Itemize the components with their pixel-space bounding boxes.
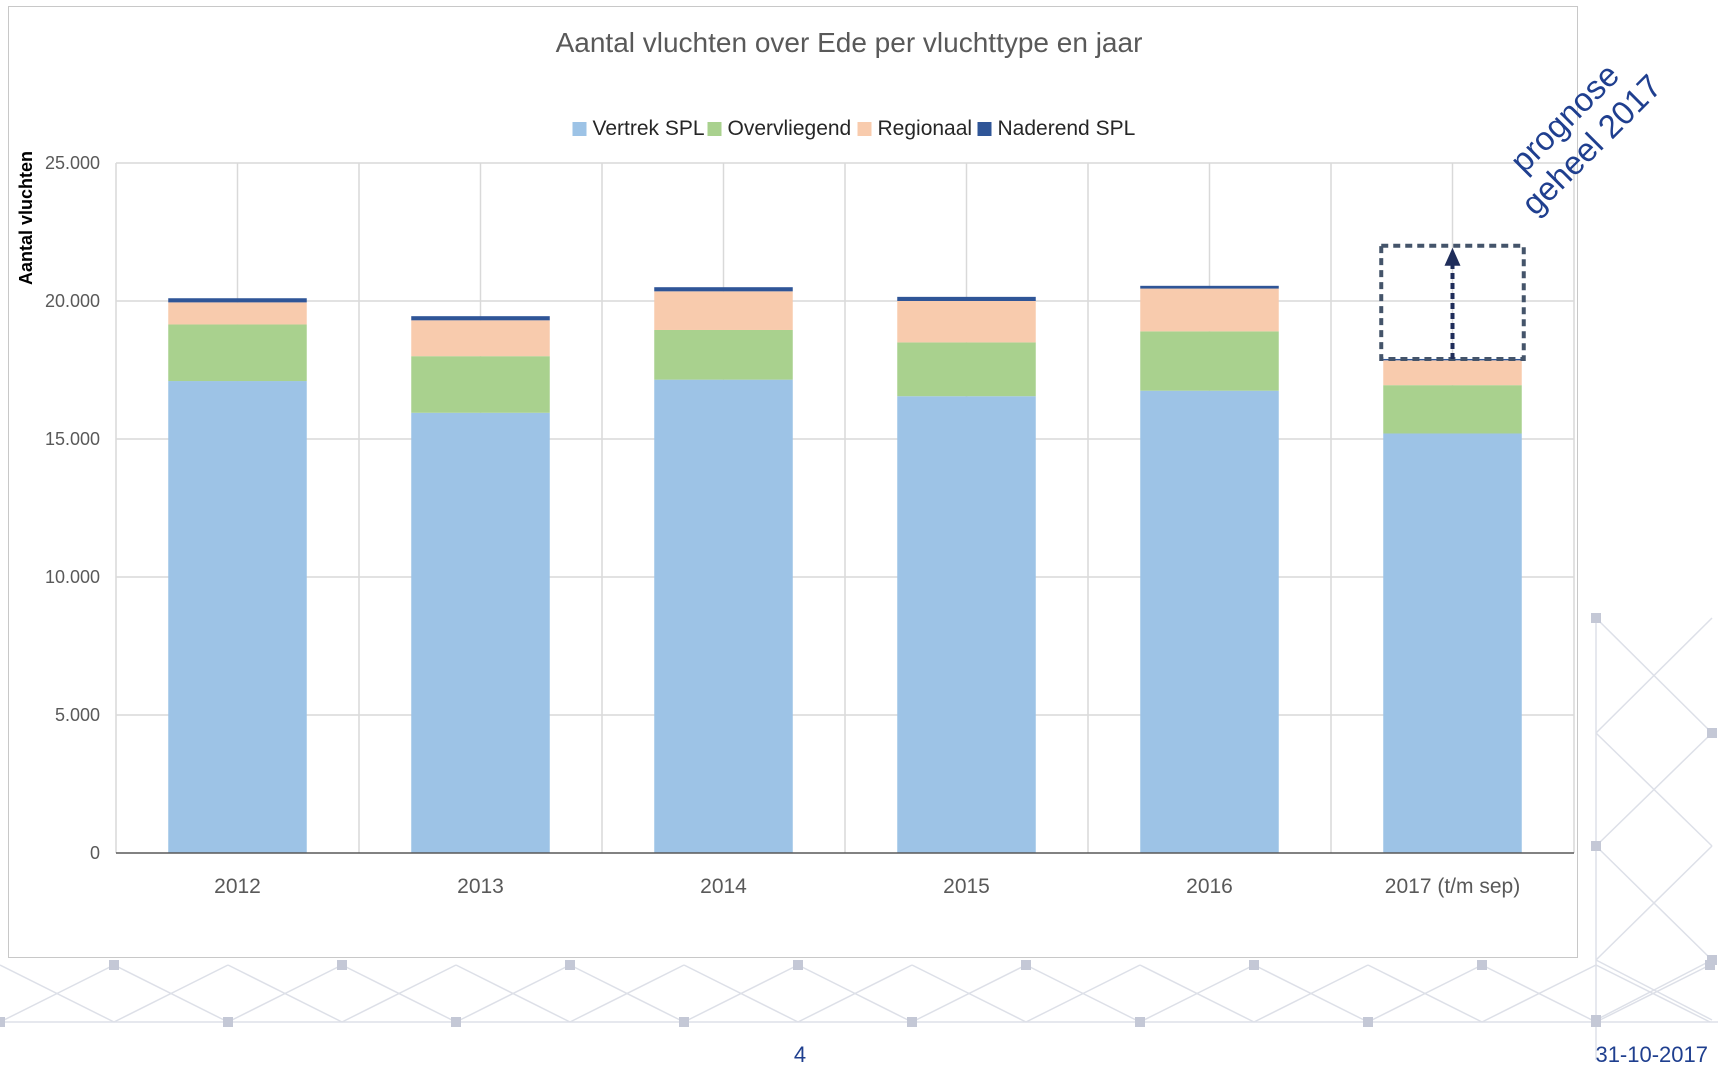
lattice-line	[911, 964, 1027, 1023]
bar-segment	[1383, 360, 1522, 386]
bar-segment	[897, 301, 1036, 343]
bar-segment	[411, 412, 550, 853]
legend-label: Naderend SPL	[998, 117, 1136, 140]
lattice-node	[793, 960, 803, 970]
bar-segment	[1383, 433, 1522, 853]
bar-segment	[1140, 390, 1279, 853]
lattice-node	[1591, 841, 1601, 851]
bar-segment	[411, 320, 550, 357]
lattice-line	[0, 964, 115, 1023]
legend-swatch	[572, 122, 587, 136]
page-number: 4	[793, 1042, 807, 1067]
x-tick-label: 2015	[943, 875, 990, 898]
lattice-line	[455, 964, 571, 1023]
lattice-line	[1253, 964, 1369, 1023]
y-tick-label: 20.000	[45, 291, 100, 311]
lattice-node	[1591, 613, 1601, 623]
legend-label: Vertrek SPL	[593, 117, 705, 140]
y-tick-label: 10.000	[45, 567, 100, 587]
bar-segment	[897, 396, 1036, 853]
x-tick-label: 2012	[214, 875, 261, 898]
lattice-node	[0, 1017, 5, 1027]
legend-swatch	[977, 122, 992, 136]
lattice-node	[907, 1017, 917, 1027]
lattice-node	[1477, 960, 1487, 970]
lattice-node	[1707, 728, 1717, 738]
lattice-line	[1595, 845, 1713, 961]
x-tick-label: 2017 (t/m sep)	[1385, 875, 1520, 898]
x-tick-label: 2014	[700, 875, 747, 898]
lattice-line	[227, 964, 343, 1023]
legend-label: Overvliegend	[728, 117, 852, 140]
chart-title: Aantal vluchten over Ede per vluchttype …	[556, 27, 1143, 58]
forecast-box	[1379, 243, 1526, 361]
y-tick-label: 0	[90, 843, 100, 863]
lattice-line	[1595, 959, 1713, 1021]
lattice-line	[1481, 964, 1597, 1023]
bar-segment	[168, 381, 307, 853]
lattice-node	[1249, 960, 1259, 970]
lattice-line	[1025, 964, 1141, 1023]
bar-segment	[1140, 285, 1279, 289]
lattice-node	[1021, 960, 1031, 970]
bar-segment	[654, 329, 793, 380]
legend: Vertrek SPL Overvliegend Regionaal Naderend…	[572, 117, 1136, 140]
x-tick-label: 2016	[1186, 875, 1233, 898]
y-tick-label: 25.000	[45, 153, 100, 173]
lattice-line	[1139, 964, 1255, 1023]
bar-segment	[1383, 385, 1522, 434]
y-tick-label: 15.000	[45, 429, 100, 449]
bar-segment	[168, 324, 307, 382]
lattice-line	[341, 964, 457, 1023]
lattice-node	[223, 1017, 233, 1027]
legend-label: Regionaal	[878, 117, 973, 140]
bar-segment	[654, 291, 793, 330]
bar-segment	[897, 296, 1036, 301]
lattice-line	[1367, 964, 1483, 1023]
bar-segment	[411, 316, 550, 321]
forecast-arrow-head	[1444, 247, 1461, 266]
lattice-node	[337, 960, 347, 970]
lattice-line	[1595, 617, 1713, 734]
bar-segment	[1140, 331, 1279, 391]
bar-segment	[654, 379, 793, 853]
lattice-line	[683, 964, 799, 1023]
bar-segment	[654, 287, 793, 292]
lattice-node	[679, 1017, 689, 1027]
x-tick-label: 2013	[457, 875, 504, 898]
y-tick-label: 5.000	[55, 705, 100, 725]
bar-segment	[897, 342, 1036, 397]
bar-segment	[411, 356, 550, 413]
bar-segment	[168, 298, 307, 303]
lattice-node	[1363, 1017, 1373, 1027]
footer-date: 31-10-2017	[1595, 1042, 1708, 1067]
lattice-line	[797, 964, 913, 1023]
lattice-node	[1707, 955, 1717, 965]
legend-swatch	[707, 122, 722, 136]
y-axis-label: Aantal vluchten	[16, 151, 36, 285]
legend-swatch	[857, 122, 872, 136]
lattice-node	[1591, 1015, 1601, 1025]
lattice-line	[113, 964, 229, 1023]
lattice-node	[109, 960, 119, 970]
bar-segment	[168, 302, 307, 325]
lattice-line	[1595, 732, 1713, 847]
lattice-node	[1135, 1017, 1145, 1027]
lattice-line	[1595, 964, 1711, 1023]
lattice-node	[451, 1017, 461, 1027]
bar-segment	[1140, 288, 1279, 332]
lattice-line	[569, 964, 685, 1023]
lattice-node	[565, 960, 575, 970]
